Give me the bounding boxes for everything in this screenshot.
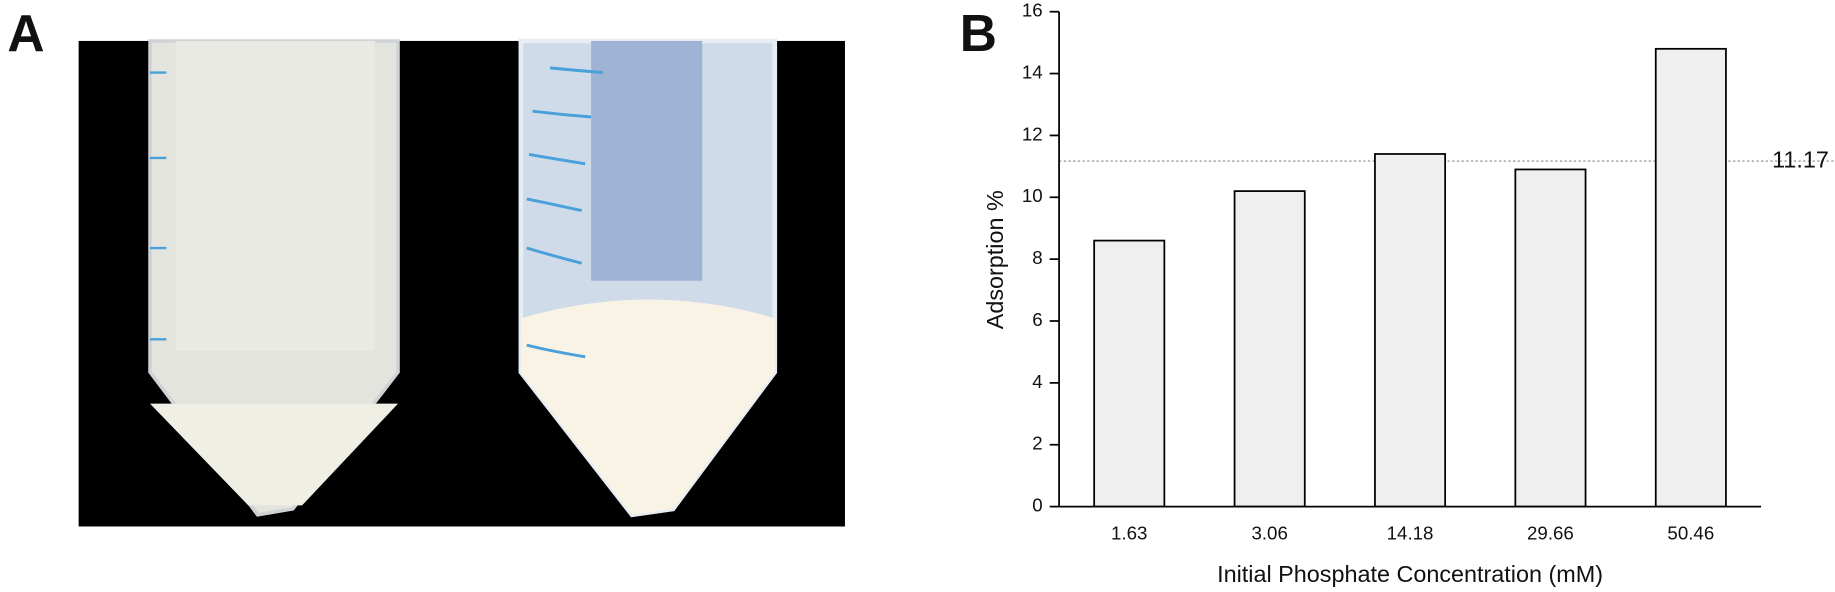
y-tick-label: 16 xyxy=(1022,0,1043,21)
y-tick-label: 0 xyxy=(1032,495,1042,516)
x-tick-label: 29.66 xyxy=(1527,523,1574,544)
bar xyxy=(1093,239,1166,508)
y-tick-label: 6 xyxy=(1032,309,1042,330)
x-tick-label: 1.63 xyxy=(1111,523,1147,544)
reference-label: 11.17 xyxy=(1772,146,1829,172)
panel-label: A xyxy=(7,4,44,62)
bar xyxy=(1233,190,1306,508)
bar xyxy=(1654,47,1727,508)
bar xyxy=(1514,168,1587,508)
y-tick-label: 12 xyxy=(1022,123,1043,144)
x-axis-label: Initial Phosphate Concentration (mM) xyxy=(1217,561,1603,587)
x-tick-label: 3.06 xyxy=(1251,523,1287,544)
x-tick-label: 14.18 xyxy=(1387,523,1434,544)
panel-label: B xyxy=(960,4,997,62)
y-axis-label: Adsorption % xyxy=(982,190,1008,329)
y-tick-label: 8 xyxy=(1032,247,1042,268)
bar xyxy=(1374,153,1447,508)
y-tick-label: 10 xyxy=(1022,185,1043,206)
x-tick-label: 50.46 xyxy=(1667,523,1714,544)
photo xyxy=(78,38,845,527)
y-tick-label: 2 xyxy=(1032,433,1042,454)
y-tick-label: 4 xyxy=(1032,371,1042,392)
y-tick-label: 14 xyxy=(1022,61,1043,82)
